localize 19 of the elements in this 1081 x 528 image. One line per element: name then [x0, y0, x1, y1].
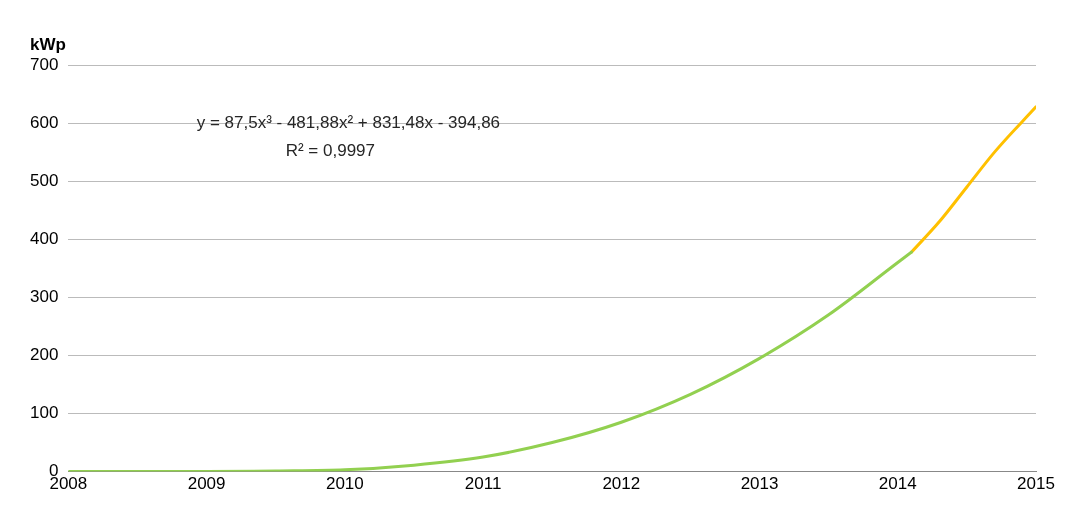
- x-tick-label: 2015: [1017, 474, 1055, 494]
- y-tick-label: 500: [29, 170, 59, 190]
- y-tick-label: 400: [29, 228, 59, 248]
- x-tick-label: 2012: [602, 474, 641, 494]
- line-series: [68, 250, 914, 472]
- y-tick-label: 100: [29, 403, 59, 423]
- x-tick-label: 2013: [740, 474, 779, 494]
- y-tick-label: 700: [29, 54, 59, 74]
- annotation: R² = 0,9997: [285, 140, 376, 160]
- x-tick-label: 2011: [464, 474, 502, 494]
- annotation: y = 87,5x³ - 481,88x² + 831,48x - 394,86: [196, 112, 501, 132]
- y-axis-title: kWp: [30, 34, 66, 54]
- x-tick-label: 2010: [325, 474, 364, 494]
- x-tick-label: 2014: [878, 474, 917, 494]
- line-series: [910, 105, 1036, 254]
- y-tick-label: 300: [29, 287, 59, 307]
- y-tick-label: 200: [29, 345, 59, 365]
- y-tick-label: 600: [29, 112, 59, 132]
- x-tick-label: 2009: [187, 474, 226, 494]
